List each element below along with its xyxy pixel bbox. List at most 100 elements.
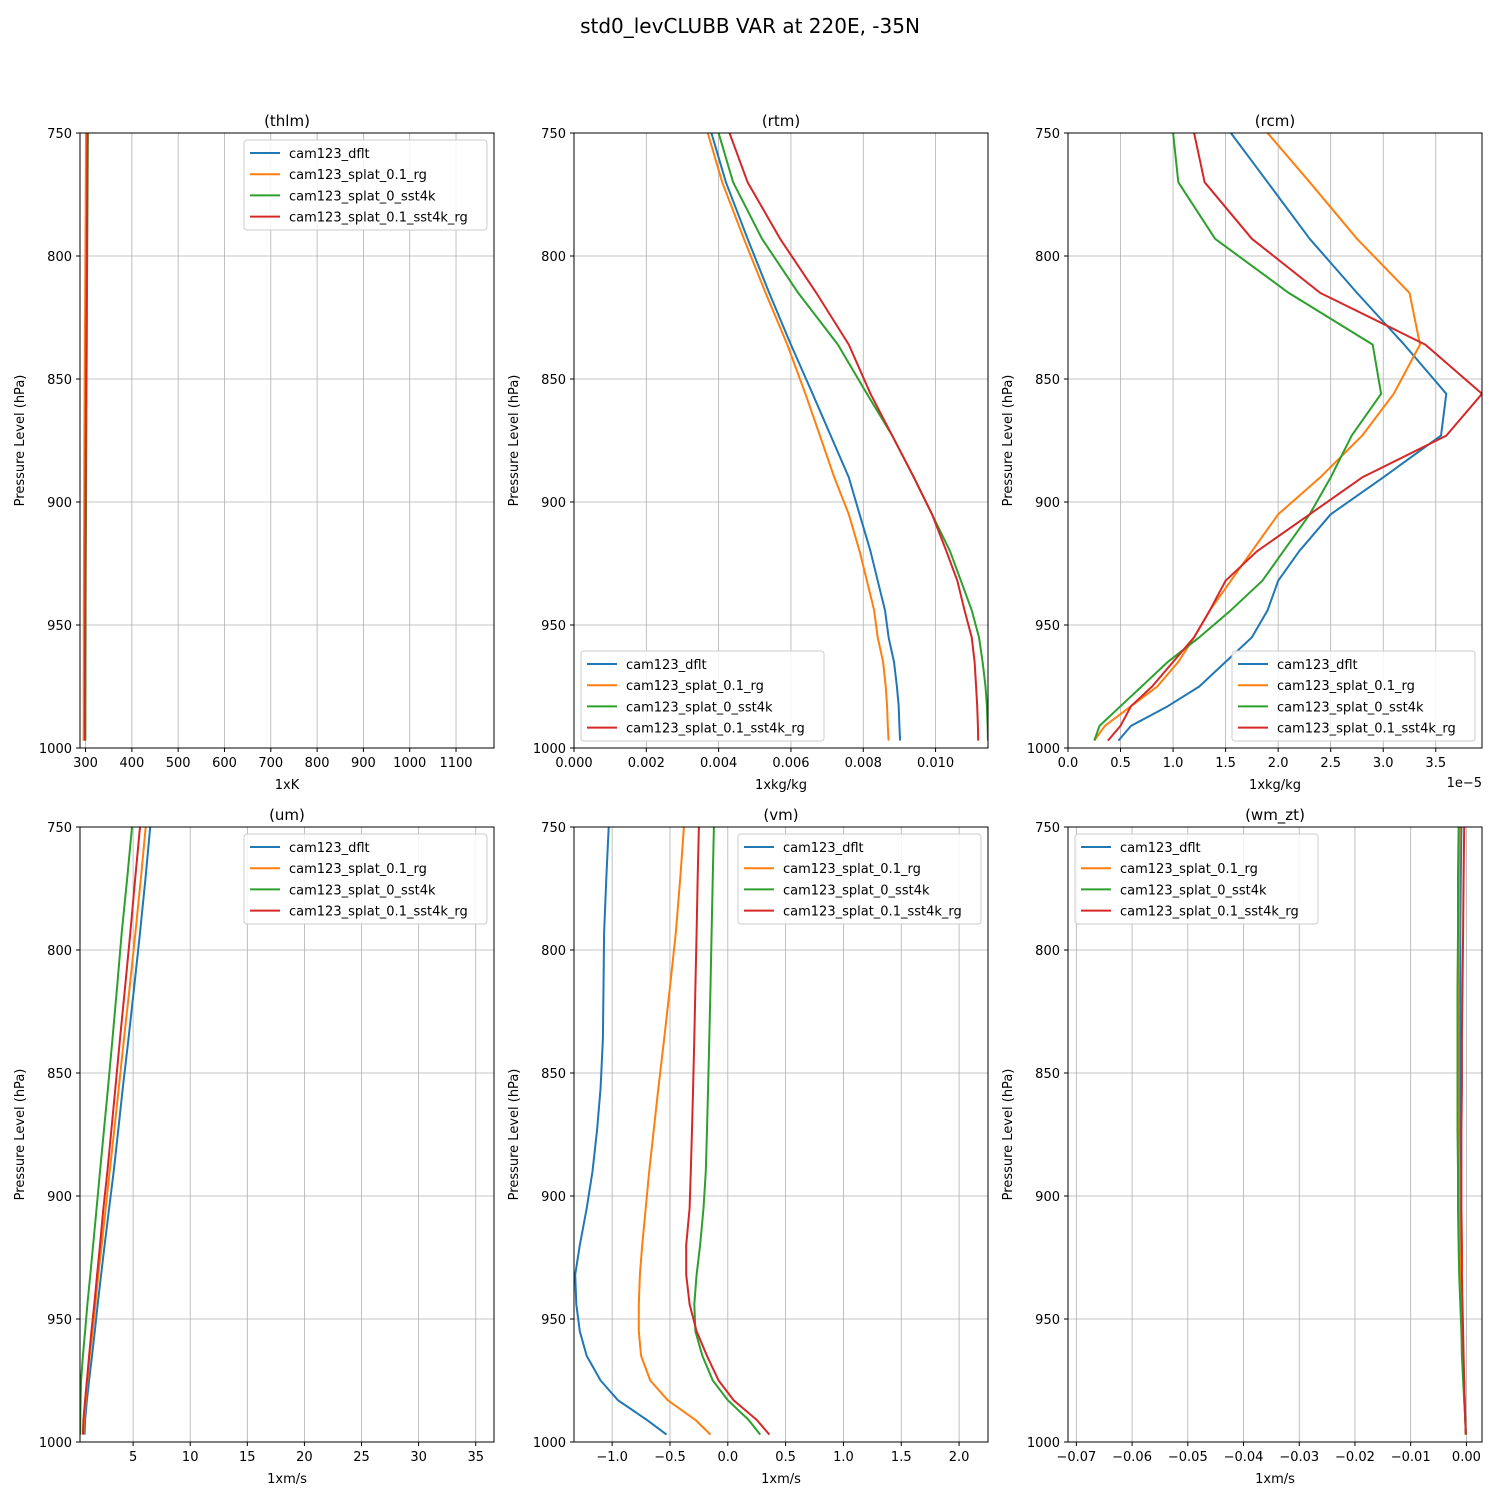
series-line-cam123_splat_0.1_sst4k_rg: [685, 827, 771, 1436]
legend-frame: [1074, 833, 1319, 925]
y-axis-label: Pressure Level (hPa): [507, 375, 522, 507]
y-tick-label: 1000: [1027, 1436, 1060, 1451]
legend-label: cam123_splat_0_sst4k: [1277, 700, 1424, 715]
y-tick-label: 900: [1035, 496, 1060, 511]
x-axis-label: 1xkg/kg: [1249, 778, 1301, 793]
x-tick-label: −0.5: [654, 1450, 686, 1465]
y-tick-label: 750: [1035, 821, 1060, 836]
legend: cam123_dflt cam123_splat_0.1_rg cam123_spl…: [737, 833, 982, 925]
x-offset-label: 1e−5: [1447, 776, 1482, 791]
x-tick-label: 1.5: [1215, 756, 1236, 771]
x-tick-label: 15: [239, 1450, 256, 1465]
y-tick-label: 950: [541, 1313, 566, 1328]
legend-frame: [1231, 650, 1476, 742]
plot-frame: [79, 132, 495, 749]
subplot-title: (vm): [763, 806, 798, 824]
plot-frame: [573, 826, 989, 1443]
y-tick-label: 950: [1035, 619, 1060, 634]
y-tick-label: 850: [1035, 1067, 1060, 1082]
x-tick-label: −0.07: [1056, 1450, 1096, 1465]
legend-label: cam123_dflt: [1277, 658, 1358, 673]
y-tick-label: 800: [541, 250, 566, 265]
legend-label: cam123_splat_0.1_sst4k_rg: [289, 211, 468, 226]
legend-frame: [737, 833, 982, 925]
x-tick-label: 600: [212, 756, 237, 771]
legend-frame: [243, 833, 488, 925]
plot-frame: [1067, 132, 1483, 749]
x-tick-label: 0.5: [775, 1450, 796, 1465]
legend-label: cam123_splat_0.1_sst4k_rg: [1120, 905, 1299, 920]
y-tick-label: 850: [47, 1067, 72, 1082]
x-tick-label: 2.0: [949, 1450, 970, 1465]
subplot-title: (wm_zt): [1245, 806, 1305, 825]
x-tick-label: 1.5: [891, 1450, 912, 1465]
y-tick-label: 900: [1035, 1190, 1060, 1205]
x-tick-label: 300: [73, 756, 98, 771]
x-tick-label: 0.002: [628, 756, 665, 771]
y-axis-label: Pressure Level (hPa): [1001, 1069, 1016, 1201]
y-tick-label: 950: [47, 619, 72, 634]
legend-label: cam123_splat_0_sst4k: [783, 883, 930, 898]
y-axis-label: Pressure Level (hPa): [13, 375, 28, 507]
series-line-cam123_splat_0_sst4k: [1093, 133, 1383, 741]
x-tick-label: −1.0: [596, 1450, 628, 1465]
series-line-cam123_splat_0.1_rg: [1093, 133, 1421, 742]
x-axis-label: 1xK: [275, 778, 300, 793]
x-axis-label: 1xm/s: [1255, 1472, 1295, 1487]
x-tick-label: 0.004: [700, 756, 737, 771]
series-line-cam123_splat_0.1_rg: [637, 827, 712, 1436]
series-line-cam123_dflt: [574, 827, 668, 1436]
series-line-cam123_splat_0.1_sst4k_rg: [728, 133, 980, 741]
series-line-cam123_splat_0.1_sst4k_rg: [83, 133, 89, 741]
x-tick-label: 0.008: [845, 756, 882, 771]
x-tick-label: 800: [305, 756, 330, 771]
y-tick-label: 950: [541, 619, 566, 634]
legend-label: cam123_splat_0.1_rg: [1277, 679, 1415, 694]
legend-label: cam123_splat_0.1_sst4k_rg: [626, 722, 805, 737]
legend-frame: [243, 139, 488, 231]
y-tick-label: 1000: [533, 742, 566, 757]
series-line-cam123_splat_0_sst4k: [693, 827, 761, 1436]
legend-label: cam123_splat_0.1_sst4k_rg: [1277, 722, 1456, 737]
x-tick-label: 20: [296, 1450, 313, 1465]
subplot-1: 0.000 0.002 0.004 0.006 0.008 0.010 750 800 850 9…: [507, 112, 989, 793]
x-axis-label: 1xm/s: [267, 1472, 307, 1487]
subplot-title: (um): [269, 806, 305, 824]
x-tick-label: 500: [166, 756, 191, 771]
y-tick-label: 1000: [39, 742, 72, 757]
x-tick-label: −0.01: [1391, 1450, 1431, 1465]
x-tick-label: −0.06: [1112, 1450, 1152, 1465]
x-tick-label: 1000: [393, 756, 426, 771]
x-tick-label: 0.010: [917, 756, 954, 771]
legend-label: cam123_splat_0.1_rg: [626, 679, 764, 694]
series-line-cam123_dflt: [1117, 133, 1448, 742]
legend-label: cam123_splat_0.1_sst4k_rg: [783, 905, 962, 920]
legend-label: cam123_splat_0.1_rg: [289, 168, 427, 183]
series-line-cam123_splat_0.1_rg: [706, 133, 890, 741]
y-tick-label: 900: [47, 496, 72, 511]
y-tick-label: 950: [47, 1313, 72, 1328]
y-tick-label: 750: [541, 127, 566, 142]
y-tick-label: 850: [1035, 373, 1060, 388]
y-tick-label: 750: [47, 821, 72, 836]
plot-frame: [1067, 826, 1483, 1443]
y-axis-label: Pressure Level (hPa): [13, 1069, 28, 1201]
legend: cam123_dflt cam123_splat_0.1_rg cam123_spl…: [243, 833, 488, 925]
y-axis-label: Pressure Level (hPa): [1001, 375, 1016, 507]
y-tick-label: 800: [47, 250, 72, 265]
x-tick-label: 2.5: [1320, 756, 1341, 771]
y-tick-label: 800: [541, 944, 566, 959]
x-tick-label: 3.5: [1425, 756, 1446, 771]
x-axis-label: 1xkg/kg: [755, 778, 807, 793]
y-tick-label: 1000: [39, 1436, 72, 1451]
x-tick-label: −0.02: [1335, 1450, 1375, 1465]
legend-label: cam123_dflt: [289, 841, 370, 856]
plot-frame: [79, 826, 495, 1443]
y-tick-label: 800: [47, 944, 72, 959]
legend-label: cam123_splat_0.1_sst4k_rg: [289, 905, 468, 920]
x-tick-label: 35: [467, 1450, 484, 1465]
series-line-cam123_splat_0_sst4k: [717, 133, 988, 741]
legend-frame: [580, 650, 825, 742]
